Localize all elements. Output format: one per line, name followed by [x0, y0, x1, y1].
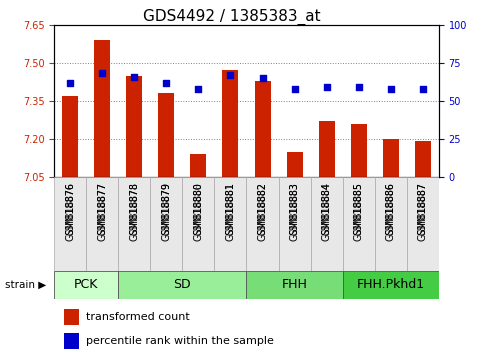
Text: GSM818882: GSM818882: [257, 182, 268, 241]
Bar: [64, 333, 79, 349]
FancyBboxPatch shape: [86, 177, 118, 271]
Point: [194, 86, 202, 92]
Text: FHH: FHH: [282, 279, 308, 291]
Bar: [158, 93, 175, 177]
Point: [290, 86, 298, 92]
Text: strain ▶: strain ▶: [5, 280, 46, 290]
FancyBboxPatch shape: [54, 271, 118, 299]
Bar: [415, 142, 431, 177]
Point: [354, 84, 362, 90]
Text: GSM818880: GSM818880: [193, 182, 204, 241]
Bar: [318, 121, 335, 177]
Point: [419, 86, 426, 92]
Text: GSM818887: GSM818887: [418, 182, 428, 241]
Text: GSM818882: GSM818882: [257, 182, 268, 235]
FancyBboxPatch shape: [407, 177, 439, 271]
Text: GSM818878: GSM818878: [129, 182, 140, 235]
FancyBboxPatch shape: [343, 177, 375, 271]
Text: GSM818879: GSM818879: [161, 182, 172, 241]
FancyBboxPatch shape: [375, 177, 407, 271]
FancyBboxPatch shape: [118, 177, 150, 271]
FancyBboxPatch shape: [246, 271, 343, 299]
Text: PCK: PCK: [74, 279, 99, 291]
Point: [98, 71, 106, 76]
Point: [66, 80, 74, 85]
Point: [162, 80, 170, 85]
FancyBboxPatch shape: [214, 177, 246, 271]
Text: GSM818883: GSM818883: [289, 182, 300, 235]
FancyBboxPatch shape: [150, 177, 182, 271]
Text: GSM818886: GSM818886: [386, 182, 396, 241]
Point: [130, 74, 138, 79]
Text: FHH.Pkhd1: FHH.Pkhd1: [356, 279, 425, 291]
Point: [387, 86, 394, 92]
Text: GSM818879: GSM818879: [161, 182, 172, 235]
Bar: [286, 152, 303, 177]
Point: [226, 72, 234, 78]
Text: GSM818884: GSM818884: [321, 182, 332, 235]
Point: [322, 84, 330, 90]
FancyBboxPatch shape: [118, 271, 246, 299]
Text: GSM818876: GSM818876: [65, 182, 75, 241]
Bar: [62, 96, 78, 177]
Bar: [383, 139, 399, 177]
Text: SD: SD: [174, 279, 191, 291]
Bar: [254, 81, 271, 177]
Text: GSM818877: GSM818877: [97, 182, 107, 241]
FancyBboxPatch shape: [54, 177, 86, 271]
Text: GSM818883: GSM818883: [289, 182, 300, 241]
Text: GSM818876: GSM818876: [65, 182, 75, 235]
Bar: [64, 309, 79, 325]
Text: GSM818880: GSM818880: [193, 182, 204, 235]
Text: GSM818878: GSM818878: [129, 182, 140, 241]
FancyBboxPatch shape: [279, 177, 311, 271]
Text: GSM818877: GSM818877: [97, 182, 107, 235]
Bar: [94, 40, 110, 177]
FancyBboxPatch shape: [246, 177, 279, 271]
Text: GSM818885: GSM818885: [353, 182, 364, 235]
Bar: [351, 124, 367, 177]
Text: GSM818881: GSM818881: [225, 182, 236, 235]
Text: transformed count: transformed count: [86, 312, 190, 322]
FancyBboxPatch shape: [343, 271, 439, 299]
Text: GSM818886: GSM818886: [386, 182, 396, 235]
Text: GSM818887: GSM818887: [418, 182, 428, 235]
Text: GSM818881: GSM818881: [225, 182, 236, 241]
FancyBboxPatch shape: [182, 177, 214, 271]
Bar: [222, 70, 239, 177]
Text: GSM818885: GSM818885: [353, 182, 364, 241]
Text: percentile rank within the sample: percentile rank within the sample: [86, 336, 274, 346]
Text: GSM818884: GSM818884: [321, 182, 332, 241]
Bar: [190, 154, 207, 177]
Point: [258, 75, 266, 81]
FancyBboxPatch shape: [311, 177, 343, 271]
Bar: [126, 75, 142, 177]
Text: GDS4492 / 1385383_at: GDS4492 / 1385383_at: [143, 9, 320, 25]
